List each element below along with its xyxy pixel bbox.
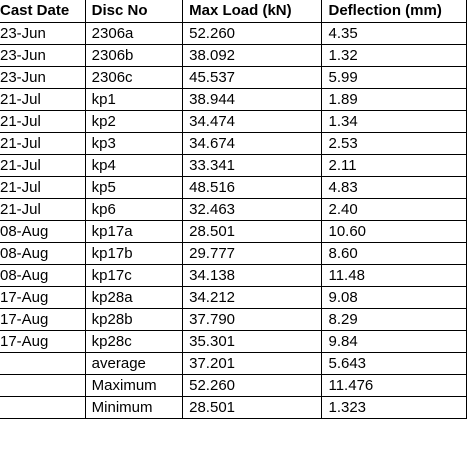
max-load-cell: 29.777 [182,242,323,265]
deflection-cell: 10.60 [321,220,467,243]
disc-test-results-table: Cast Date Disc No Max Load (kN) Deflecti… [0,0,467,419]
deflection-cell: 2.53 [321,132,467,155]
max-load-cell: 34.138 [182,264,323,287]
max-load-cell: 34.674 [182,132,323,155]
deflection-cell: 1.89 [321,88,467,111]
table-row: 08-Aug kp17c 34.138 11.48 [0,264,467,287]
max-load-cell: 34.212 [182,286,323,309]
disc-no-cell: kp28c [84,330,184,353]
max-load-cell: 35.301 [182,330,323,353]
deflection-cell: 4.83 [321,176,467,199]
summary-deflection: 1.323 [321,396,467,419]
table-row: 21-Jul kp2 34.474 1.34 [0,110,467,133]
deflection-cell: 9.84 [321,330,467,353]
cast-date-cell: 08-Aug [0,242,86,265]
cast-date-cell: 23-Jun [0,22,86,45]
table-row: 21-Jul kp4 33.341 2.11 [0,154,467,177]
deflection-cell: 9.08 [321,286,467,309]
summary-row-maximum: Maximum 52.260 11.476 [0,374,467,397]
table-row: 21-Jul kp3 34.674 2.53 [0,132,467,155]
max-load-cell: 48.516 [182,176,323,199]
cast-date-cell: 17-Aug [0,330,86,353]
cast-date-cell: 21-Jul [0,132,86,155]
deflection-cell: 5.99 [321,66,467,89]
cast-date-cell: 21-Jul [0,198,86,221]
cast-date-cell: 23-Jun [0,44,86,67]
disc-no-cell: kp4 [84,154,184,177]
disc-no-cell: kp17c [84,264,184,287]
disc-no-cell: kp28b [84,308,184,331]
blank-cell [0,374,86,397]
header-deflection: Deflection (mm) [321,0,467,23]
summary-label: average [84,352,184,375]
summary-load: 28.501 [182,396,323,419]
disc-no-cell: kp6 [84,198,184,221]
cast-date-cell: 21-Jul [0,88,86,111]
table-row: 23-Jun 2306c 45.537 5.99 [0,66,467,89]
max-load-cell: 28.501 [182,220,323,243]
disc-no-cell: kp5 [84,176,184,199]
disc-no-cell: 2306c [84,66,184,89]
disc-no-cell: 2306a [84,22,184,45]
disc-no-cell: kp17b [84,242,184,265]
deflection-cell: 1.34 [321,110,467,133]
header-row: Cast Date Disc No Max Load (kN) Deflecti… [0,0,467,23]
max-load-cell: 37.790 [182,308,323,331]
deflection-cell: 8.60 [321,242,467,265]
summary-label: Maximum [84,374,184,397]
summary-load: 37.201 [182,352,323,375]
disc-no-cell: kp2 [84,110,184,133]
table-row: 23-Jun 2306b 38.092 1.32 [0,44,467,67]
cast-date-cell: 21-Jul [0,176,86,199]
summary-label: Minimum [84,396,184,419]
max-load-cell: 45.537 [182,66,323,89]
deflection-cell: 8.29 [321,308,467,331]
deflection-cell: 4.35 [321,22,467,45]
table-row: 08-Aug kp17a 28.501 10.60 [0,220,467,243]
disc-no-cell: kp28a [84,286,184,309]
cast-date-cell: 08-Aug [0,220,86,243]
max-load-cell: 34.474 [182,110,323,133]
max-load-cell: 38.944 [182,88,323,111]
table-row: 08-Aug kp17b 29.777 8.60 [0,242,467,265]
cast-date-cell: 21-Jul [0,110,86,133]
deflection-cell: 2.11 [321,154,467,177]
deflection-cell: 11.48 [321,264,467,287]
max-load-cell: 32.463 [182,198,323,221]
table-row: 17-Aug kp28c 35.301 9.84 [0,330,467,353]
table-row: 17-Aug kp28a 34.212 9.08 [0,286,467,309]
table-row: 21-Jul kp1 38.944 1.89 [0,88,467,111]
table-row: 21-Jul kp5 48.516 4.83 [0,176,467,199]
cast-date-cell: 21-Jul [0,154,86,177]
deflection-cell: 1.32 [321,44,467,67]
cast-date-cell: 23-Jun [0,66,86,89]
summary-deflection: 11.476 [321,374,467,397]
header-max-load: Max Load (kN) [182,0,323,23]
blank-cell [0,352,86,375]
summary-load: 52.260 [182,374,323,397]
disc-no-cell: kp3 [84,132,184,155]
max-load-cell: 52.260 [182,22,323,45]
table-row: 21-Jul kp6 32.463 2.40 [0,198,467,221]
summary-deflection: 5.643 [321,352,467,375]
header-disc-no: Disc No [84,0,184,23]
summary-row-minimum: Minimum 28.501 1.323 [0,396,467,419]
table-body: 23-Jun 2306a 52.260 4.35 23-Jun 2306b 38… [0,22,467,419]
disc-no-cell: 2306b [84,44,184,67]
deflection-cell: 2.40 [321,198,467,221]
cast-date-cell: 17-Aug [0,286,86,309]
max-load-cell: 38.092 [182,44,323,67]
disc-no-cell: kp1 [84,88,184,111]
blank-cell [0,396,86,419]
disc-no-cell: kp17a [84,220,184,243]
summary-row-average: average 37.201 5.643 [0,352,467,375]
table-row: 23-Jun 2306a 52.260 4.35 [0,22,467,45]
max-load-cell: 33.341 [182,154,323,177]
table-row: 17-Aug kp28b 37.790 8.29 [0,308,467,331]
cast-date-cell: 17-Aug [0,308,86,331]
cast-date-cell: 08-Aug [0,264,86,287]
header-cast-date: Cast Date [0,0,86,23]
